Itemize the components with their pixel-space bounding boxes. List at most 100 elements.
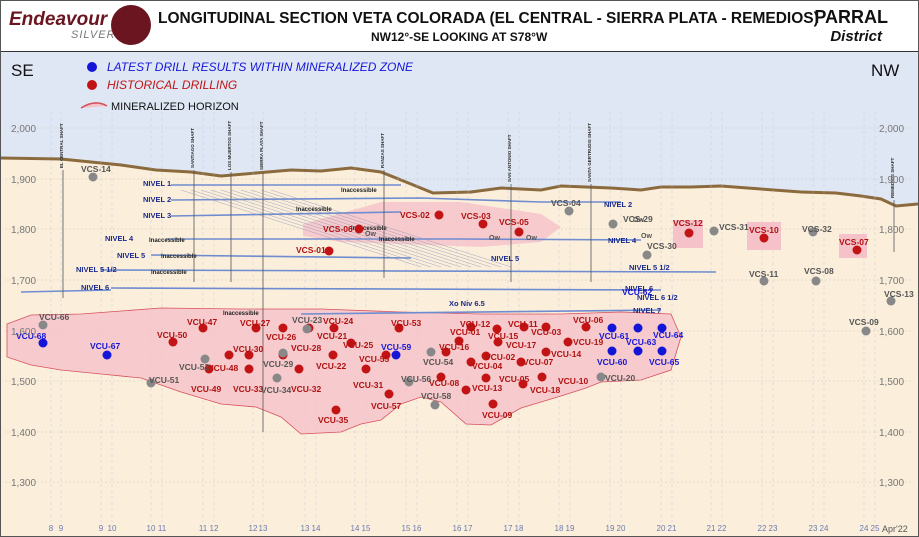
drill-hole-marker [492,324,502,334]
drill-hole-marker [657,346,667,356]
drill-hole-label: VCS-01 [296,245,326,255]
drill-hole-marker [633,346,643,356]
drill-hole-label: VCU-26 [266,332,297,342]
grid-label: 21 [668,524,677,533]
section-subtitle: NW12°-SE LOOKING AT S78°W [371,30,548,44]
drill-hole-marker [519,322,529,332]
drill-hole-label: VCU-21 [317,331,348,341]
grid-label: 15 [402,524,411,533]
level-note: Inaccessible [161,254,197,260]
drill-hole-label: VCU-04 [472,361,503,371]
working-line [250,189,492,268]
level-line [170,197,621,203]
level-label: NIVEL 4 [105,234,134,243]
legend-blue-dot [87,62,97,72]
drill-hole-marker [328,350,338,360]
drill-hole-marker [481,373,491,383]
drill-hole-marker [102,350,112,360]
drill-hole-label: VCU-28 [291,343,322,353]
drill-hole-marker [361,364,371,374]
drill-hole-marker [541,322,551,332]
drill-hole-label: VCS-02 [400,210,430,220]
grid-label: 14 [312,524,321,533]
drill-hole-marker [488,399,498,409]
grid-label: 20 [657,524,666,533]
drill-hole-marker [596,372,606,382]
drill-hole-label: VCU-01 [450,327,481,337]
drill-hole-marker [481,351,491,361]
drill-hole-label: VCS-06 [323,224,353,234]
grid-label: 13 [259,524,268,533]
drill-hole-marker [436,372,446,382]
district-sub: District [830,28,882,45]
grid-label: 24 [820,524,829,533]
drill-hole-label: VCS-30 [647,241,677,251]
drill-hole-marker [204,364,214,374]
drill-hole-marker [244,350,254,360]
grid-label: 22 [718,524,727,533]
drill-hole-marker [168,337,178,347]
level-line [166,238,642,241]
drill-hole-marker [466,357,476,367]
grid-label: 12 [210,524,219,533]
level-label: NIVEL 7 [633,306,661,315]
elevation-label-right: 1,400 [879,428,904,439]
grid-label: 25 [871,524,880,533]
elevation-label-left: 1,800 [11,225,36,236]
drill-hole-label: VCU-67 [90,341,121,351]
drill-hole-marker [426,347,436,357]
drill-hole-marker [563,337,573,347]
drill-hole-label: VCU-17 [506,340,537,350]
drill-hole-marker [324,246,334,256]
drill-hole-label: VCU-58 [421,391,452,401]
drill-hole-marker [461,385,471,395]
grid-label: 15 [362,524,371,533]
shaft-label: LOS MUERTOS SHAFT [227,121,232,170]
drill-hole-label: VCU-16 [439,342,470,352]
drill-hole-label: VCU-07 [523,357,554,367]
drill-hole-marker [244,364,254,374]
drill-hole-label: VCU-59 [381,342,412,352]
elevation-label-right: 1,800 [879,225,904,236]
drill-hole-marker [272,373,282,383]
drill-hole-marker [354,224,364,234]
drill-hole-label: VCS-32 [802,224,832,234]
elevation-label-right: 1,700 [879,276,904,287]
level-note: Inaccessible [296,207,332,213]
company-logo-icon [111,5,151,45]
elevation-label-left: 1,900 [11,175,36,186]
company-logo-name: Endeavour [9,9,108,30]
date-label: Apr'22 [882,524,908,534]
grid-label: 19 [606,524,615,533]
section-title: LONGITUDINAL SECTION VETA COLORADA (EL C… [158,10,819,27]
drill-hole-marker [224,350,234,360]
drill-hole-marker [278,348,288,358]
drill-hole-label: VCS-07 [839,237,869,247]
drill-hole-label: VCU-61 [599,331,630,341]
elevation-labels: 2,000 2,000 1,900 1,900 1,800 1,800 1,700 1,700… [11,124,904,489]
drill-hole-marker [278,323,288,333]
drill-hole-marker [808,227,818,237]
working-line [210,189,452,268]
drill-hole-label: VCU-06 [573,315,604,325]
drill-hole-label: VCU-22 [316,361,347,371]
drill-hole-label: VCU-10 [558,376,589,386]
drill-hole-marker [759,276,769,286]
shaft-label: EL CENTRAL SHAFT [59,123,64,168]
drill-hole-label: VCU-51 [149,375,180,385]
drill-hole-marker [516,357,526,367]
drill-hole-label: VCU-65 [649,357,680,367]
drill-hole-label: VCS-29 [623,214,653,224]
drill-hole-label: VCU-27 [240,318,271,328]
drill-hole-label: VCU-32 [291,384,322,394]
drill-hole-label: VCS-10 [749,225,779,235]
drill-hole-label: VCU-63 [626,337,657,347]
drill-hole-label: VCU-48 [208,363,239,373]
level-label: NIVEL 5 1/2 [629,263,670,272]
mineralized-horizon-vcs07 [839,234,867,258]
mine-levels [20,184,717,315]
grid-label: 20 [617,524,626,533]
drill-hole-label: VCU-55 [359,354,390,364]
drill-hole-marker [541,347,551,357]
